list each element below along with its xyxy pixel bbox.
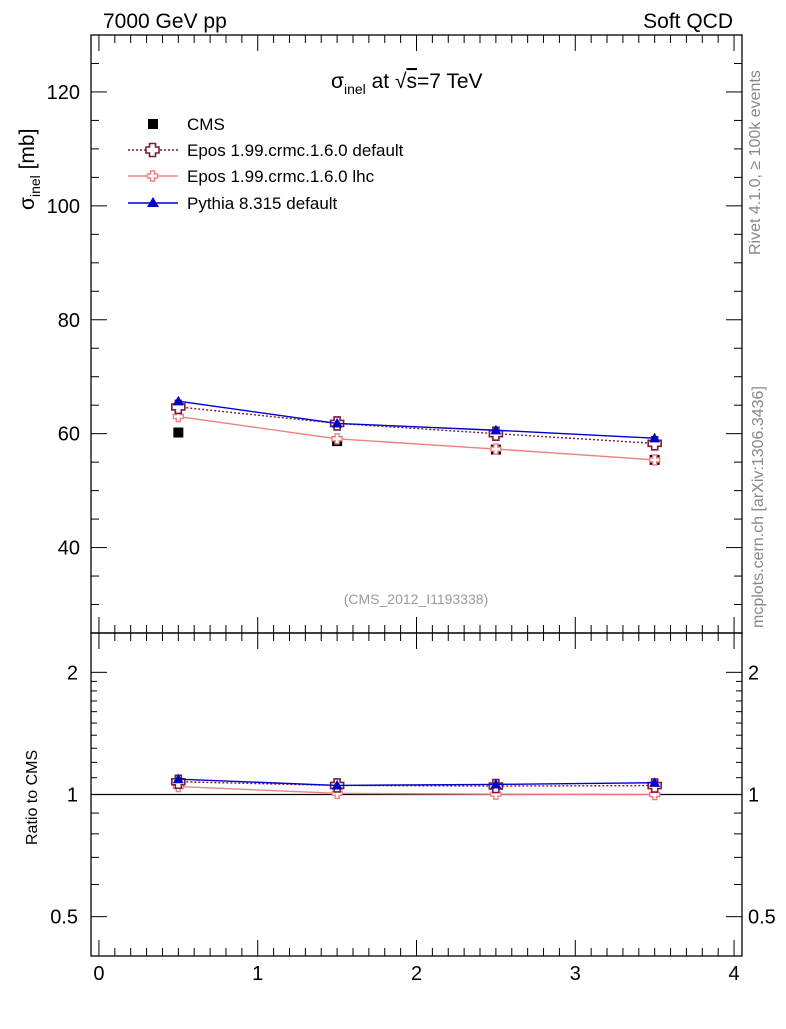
title-at: at (366, 70, 395, 93)
xtick-label: 3 (570, 963, 581, 985)
main-point-epos-lhc (331, 433, 343, 445)
main-point-epos-lhc (648, 454, 661, 466)
ratio-point-pythia (172, 773, 184, 784)
legend-label-epos-default: Epos 1.99.crmc.1.6.0 default (187, 141, 404, 160)
main-ytick-label: 40 (58, 538, 80, 560)
main-line-epos-default (178, 406, 655, 445)
main-point-pythia (331, 417, 343, 428)
ratio-ytick-label-left: 2 (67, 662, 78, 684)
main-point-pythia (649, 432, 661, 443)
main-axes: 40 60 80 100 120 (47, 35, 742, 633)
ratio-ytick-label-left: 1 (67, 785, 78, 807)
legend-marker-epos-lhc (146, 170, 159, 182)
legend: CMS Epos 1.99.crmc.1.6.0 default Epos 1.… (128, 115, 404, 213)
ratio-line-epos-default (178, 781, 655, 787)
main-line-pythia (178, 400, 655, 439)
main-point-epos-lhc (172, 410, 185, 423)
title-s: s (406, 70, 417, 93)
main-point-epos-lhc (490, 443, 502, 455)
main-ytick-label: 100 (47, 196, 80, 218)
ratio-line-pythia (178, 778, 655, 787)
ylabel-sub: inel (27, 175, 43, 197)
main-point-pythia (490, 424, 502, 435)
legend-marker-epos-default (145, 142, 160, 158)
side-mcplots-label: mcplots.cern.ch [arXiv:1306.3436] (750, 386, 767, 628)
legend-label-epos-lhc: Epos 1.99.crmc.1.6.0 lhc (187, 167, 375, 186)
ratio-point-pythia (331, 779, 343, 790)
title-sigma: σ (331, 70, 344, 93)
legend-label-pythia: Pythia 8.315 default (187, 194, 338, 213)
ratio-point-pythia (490, 778, 502, 789)
main-data-marks (171, 395, 662, 466)
ratio-data-marks (171, 773, 662, 801)
main-point-pythia (172, 395, 184, 406)
chart-title: σinel at √s=7 TeV (331, 70, 483, 97)
ratio-point-pythia (649, 777, 661, 787)
analysis-watermark: (CMS_2012_I1193338) (344, 591, 489, 607)
title-rest: =7 TeV (417, 70, 483, 93)
legend-marker-pythia (147, 197, 159, 207)
xtick-label: 2 (411, 963, 422, 985)
ratio-ytick-label-right: 1 (748, 785, 759, 807)
title-sqrt: √ (395, 70, 407, 93)
header-right: Soft QCD (643, 10, 733, 33)
main-point-cms (173, 427, 184, 438)
ratio-axes: 0.5 0.5 1 1 2 2 0 1 2 3 4 (50, 633, 776, 985)
legend-label-cms: CMS (187, 115, 225, 134)
xtick-label: 1 (252, 963, 263, 985)
main-ylabel: σinel [mb] (16, 129, 43, 210)
legend-marker-cms (148, 119, 158, 129)
ylabel-sigma: σ (16, 197, 39, 210)
ratio-ytick-label-right: 0.5 (748, 907, 776, 929)
xtick-label: 0 (93, 963, 104, 985)
xtick-label: 4 (728, 963, 739, 985)
ratio-ylabel: Ratio to CMS (24, 750, 41, 845)
header-left: 7000 GeV pp (103, 10, 227, 33)
main-ytick-label: 60 (58, 424, 80, 446)
main-line-epos-lhc (178, 415, 655, 461)
ratio-ytick-label-left: 0.5 (50, 907, 78, 929)
ratio-line-epos-lhc (178, 785, 655, 796)
side-rivet-label: Rivet 4.1.0, ≥ 100k events (747, 70, 764, 255)
main-ytick-label: 80 (58, 310, 80, 332)
ylabel-unit: [mb] (16, 129, 39, 176)
title-sub: inel (344, 81, 366, 97)
ratio-ytick-label-right: 2 (748, 662, 759, 684)
main-ytick-label: 120 (47, 82, 80, 104)
